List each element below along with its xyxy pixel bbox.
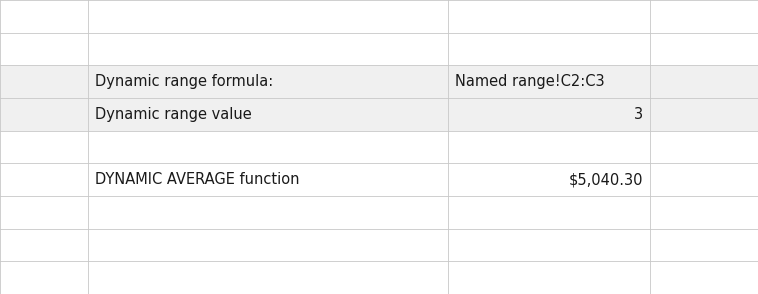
- Bar: [0, 65, 758, 98]
- Text: Named range!C2:C3: Named range!C2:C3: [455, 74, 605, 89]
- Text: Dynamic range value: Dynamic range value: [95, 107, 252, 122]
- Text: 3: 3: [634, 107, 643, 122]
- Text: Dynamic range formula:: Dynamic range formula:: [95, 74, 273, 89]
- Text: $5,040.30: $5,040.30: [568, 172, 643, 187]
- Bar: [0, 98, 758, 131]
- Text: DYNAMIC AVERAGE function: DYNAMIC AVERAGE function: [95, 172, 299, 187]
